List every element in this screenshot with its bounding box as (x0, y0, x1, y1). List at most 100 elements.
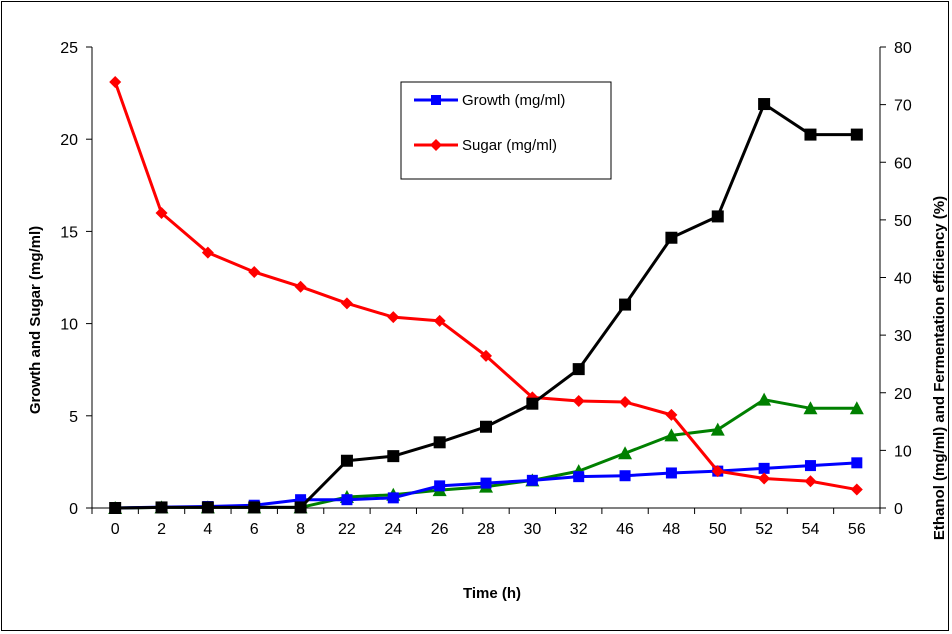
legend-item-sugar: Sugar (mg/ml) (414, 137, 557, 154)
x-tick-label: 52 (755, 521, 773, 538)
data-point (758, 462, 770, 474)
data-point (758, 98, 771, 111)
left-axis: 0 5 10 15 20 25 (60, 40, 93, 518)
data-point (804, 128, 817, 141)
data-point (710, 422, 725, 436)
data-point (340, 297, 353, 310)
data-point (433, 436, 446, 449)
data-point (664, 428, 679, 442)
data-point (711, 465, 724, 478)
data-point (849, 401, 864, 415)
x-tick-label: 26 (431, 521, 449, 538)
right-axis-title: Ethanol (mg/ml) and Fermentation efficie… (931, 196, 948, 540)
right-tick-label: 20 (894, 386, 912, 403)
right-axis: 0 10 20 30 40 50 60 70 80 (879, 40, 912, 518)
data-point (201, 501, 214, 514)
data-point (711, 210, 724, 223)
data-point (757, 392, 772, 406)
x-axis-title: Time (h) (463, 585, 521, 602)
series-2 (109, 76, 863, 496)
data-point (619, 298, 632, 311)
right-tick-label: 50 (894, 213, 912, 230)
right-tick-label: 70 (894, 98, 912, 115)
x-tick-label: 46 (616, 521, 634, 538)
legend-label-sugar: Sugar (mg/ml) (462, 137, 557, 154)
data-point (803, 401, 818, 415)
data-point (618, 446, 633, 460)
data-point (480, 349, 492, 362)
data-point (341, 494, 353, 506)
data-point (526, 397, 539, 410)
data-point (109, 502, 122, 514)
data-point (340, 454, 353, 467)
data-point (619, 470, 631, 482)
data-point (665, 231, 678, 244)
data-point (850, 128, 863, 141)
x-tick-label: 24 (384, 521, 402, 538)
x-tick-label: 4 (203, 521, 212, 538)
data-point (387, 450, 400, 463)
x-tick-label: 22 (338, 521, 356, 538)
series-3 (109, 98, 863, 514)
x-tick-label: 8 (296, 521, 305, 538)
right-tick-label: 60 (894, 155, 912, 172)
left-tick-label: 10 (60, 317, 78, 334)
left-axis-title: Growth and Sugar (mg/ml) (27, 226, 44, 414)
x-tick-label: 56 (848, 521, 866, 538)
x-axis: 0 2 4 6 8 22 24 26 28 30 32 46 48 50 52 54 56 (91, 507, 881, 538)
series-layer (108, 76, 864, 514)
data-point (572, 395, 585, 408)
right-tick-label: 10 (894, 443, 912, 460)
data-point (850, 483, 863, 496)
x-tick-label: 54 (802, 521, 820, 538)
data-point (201, 246, 214, 259)
data-point (758, 472, 771, 485)
data-point (665, 467, 677, 479)
left-tick-label: 20 (60, 132, 78, 149)
data-point (295, 494, 307, 506)
data-point (109, 76, 122, 89)
right-tick-label: 40 (894, 271, 912, 288)
x-tick-label: 6 (250, 521, 259, 538)
data-point (851, 457, 863, 469)
left-tick-label: 25 (60, 40, 78, 57)
right-tick-label: 80 (894, 40, 912, 57)
right-tick-label: 0 (894, 501, 903, 518)
data-point (248, 265, 261, 278)
data-point (480, 477, 492, 489)
x-tick-label: 2 (157, 521, 166, 538)
data-point (665, 408, 678, 421)
x-tick-label: 28 (477, 521, 495, 538)
data-point (248, 501, 261, 514)
left-tick-label: 15 (60, 224, 78, 241)
data-point (155, 206, 168, 219)
data-point (433, 314, 446, 327)
data-point (619, 395, 632, 408)
right-tick-label: 30 (894, 328, 912, 345)
x-tick-label: 50 (709, 521, 727, 538)
legend-item-growth: Growth (mg/ml) (414, 92, 565, 109)
data-point (294, 501, 307, 514)
left-tick-label: 5 (69, 409, 78, 426)
legend: Growth (mg/ml) Sugar (mg/ml) (400, 81, 612, 180)
data-point (434, 480, 446, 492)
data-point (526, 474, 538, 486)
series-1 (109, 457, 863, 514)
x-tick-label: 30 (523, 521, 541, 538)
data-point (573, 471, 585, 483)
series-4 (108, 392, 864, 514)
data-point (480, 420, 492, 433)
data-point (804, 475, 817, 488)
data-point (387, 311, 400, 324)
data-point (294, 280, 307, 293)
data-point (572, 363, 585, 376)
legend-label-growth: Growth (mg/ml) (462, 92, 565, 109)
data-point (804, 460, 816, 472)
x-tick-label: 48 (663, 521, 681, 538)
left-tick-label: 0 (69, 501, 78, 518)
x-tick-label: 0 (111, 521, 120, 538)
x-tick-label: 32 (570, 521, 588, 538)
data-point (155, 501, 168, 514)
